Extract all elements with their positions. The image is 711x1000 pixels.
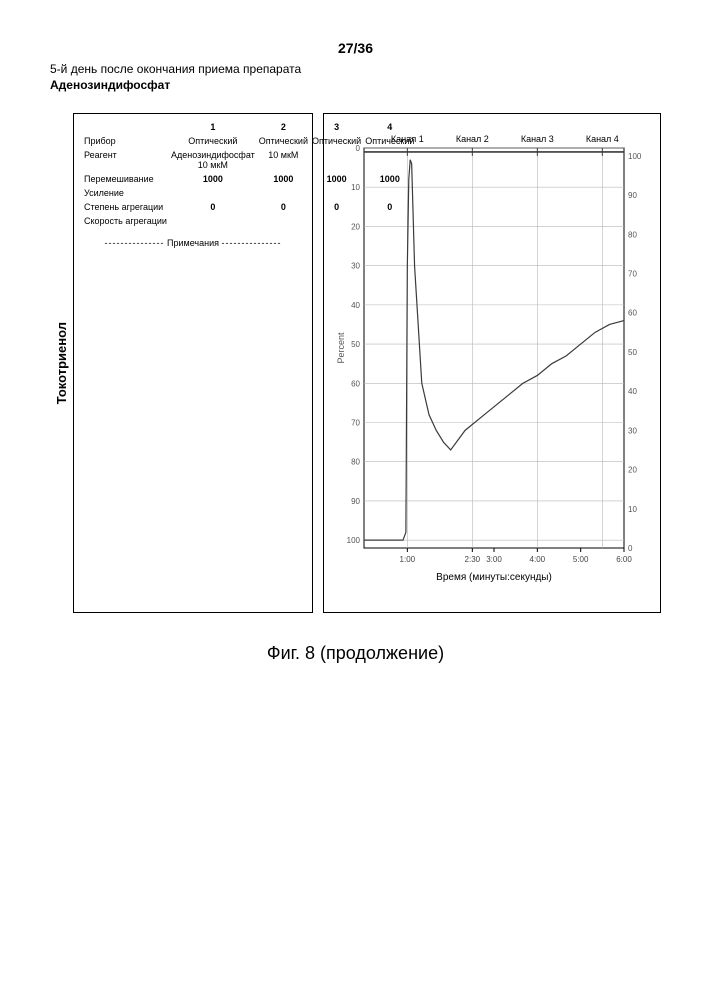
title-line-2: Аденозиндифосфат (50, 78, 661, 94)
label-rate: Скорость агрегации (82, 214, 169, 228)
figure-caption: Фиг. 8 (продолжение) (50, 643, 661, 664)
svg-text:Канал 4: Канал 4 (586, 134, 619, 144)
title-line-1: 5-й день после окончания приема препарат… (50, 62, 661, 78)
side-label: Токотриенол (50, 322, 73, 404)
svg-text:Канал 3: Канал 3 (521, 134, 554, 144)
label-stir: Перемешивание (82, 172, 169, 186)
row-device: Прибор Оптический Оптический Оптический … (82, 134, 416, 148)
svg-text:30: 30 (351, 262, 360, 271)
cell (310, 148, 363, 172)
svg-text:5:00: 5:00 (573, 555, 589, 564)
cell: Оптический (363, 134, 416, 148)
svg-text:6:00: 6:00 (616, 555, 632, 564)
svg-text:80: 80 (351, 458, 360, 467)
row-rate: Скорость агрегации (82, 214, 416, 228)
svg-text:40: 40 (351, 301, 360, 310)
svg-text:90: 90 (351, 497, 360, 506)
col-1: 1 (169, 120, 257, 134)
label-degree: Степень агрегации (82, 200, 169, 214)
svg-text:20: 20 (628, 466, 637, 475)
cell: 1000 (363, 172, 416, 186)
cell: 10 мкМ (257, 148, 310, 172)
cell (310, 214, 363, 228)
svg-text:70: 70 (351, 419, 360, 428)
svg-text:3:00: 3:00 (486, 555, 502, 564)
svg-text:80: 80 (628, 230, 637, 239)
cell (169, 214, 257, 228)
svg-text:30: 30 (628, 427, 637, 436)
row-degree: Степень агрегации 0 0 0 0 (82, 200, 416, 214)
svg-text:4:00: 4:00 (530, 555, 546, 564)
row-reagent: Реагент Аденозиндифосфат 10 мкМ 10 мкМ (82, 148, 416, 172)
row-gain: Усиление (82, 186, 416, 200)
svg-text:Время (минуты:секунды): Время (минуты:секунды) (436, 572, 552, 583)
row-stir: Перемешивание 1000 1000 1000 1000 (82, 172, 416, 186)
cell (363, 186, 416, 200)
svg-text:50: 50 (628, 348, 637, 357)
cell (363, 214, 416, 228)
cell (363, 148, 416, 172)
notes-label: Примечания (167, 238, 219, 248)
cell: 0 (257, 200, 310, 214)
cell: Оптический (257, 134, 310, 148)
svg-text:70: 70 (628, 270, 637, 279)
cell (257, 186, 310, 200)
cell: 0 (169, 200, 257, 214)
svg-text:0: 0 (628, 544, 633, 553)
label-reagent: Реагент (82, 148, 169, 172)
svg-text:90: 90 (628, 191, 637, 200)
svg-text:1:00: 1:00 (400, 555, 416, 564)
label-gain: Усиление (82, 186, 169, 200)
svg-text:Канал 2: Канал 2 (456, 134, 489, 144)
svg-text:40: 40 (628, 387, 637, 396)
cell: 1000 (310, 172, 363, 186)
cell: Оптический (169, 134, 257, 148)
cell: 1000 (257, 172, 310, 186)
svg-text:Percent: Percent (336, 332, 346, 364)
svg-text:60: 60 (628, 309, 637, 318)
col-2: 2 (257, 120, 310, 134)
cell: 0 (363, 200, 416, 214)
svg-text:10: 10 (628, 505, 637, 514)
title-block: 5-й день после окончания приема препарат… (50, 62, 661, 93)
cell: Аденозиндифосфат 10 мкМ (169, 148, 257, 172)
cell (310, 186, 363, 200)
page-number: 27/36 (50, 40, 661, 56)
svg-text:50: 50 (351, 340, 360, 349)
cell: 1000 (169, 172, 257, 186)
cell (169, 186, 257, 200)
svg-text:2:30: 2:30 (465, 555, 481, 564)
svg-text:100: 100 (628, 152, 642, 161)
cell (257, 214, 310, 228)
notes-row: --------------- Примечания -------------… (82, 238, 304, 248)
svg-text:100: 100 (347, 536, 361, 545)
cell: 0 (310, 200, 363, 214)
parameters-table: 1 2 3 4 Прибор Оптический Оптический Опт… (73, 113, 313, 613)
col-3: 3 (310, 120, 363, 134)
cell: Оптический (310, 134, 363, 148)
table-header-row: 1 2 3 4 (82, 120, 416, 134)
svg-text:60: 60 (351, 379, 360, 388)
label-device: Прибор (82, 134, 169, 148)
col-4: 4 (363, 120, 416, 134)
